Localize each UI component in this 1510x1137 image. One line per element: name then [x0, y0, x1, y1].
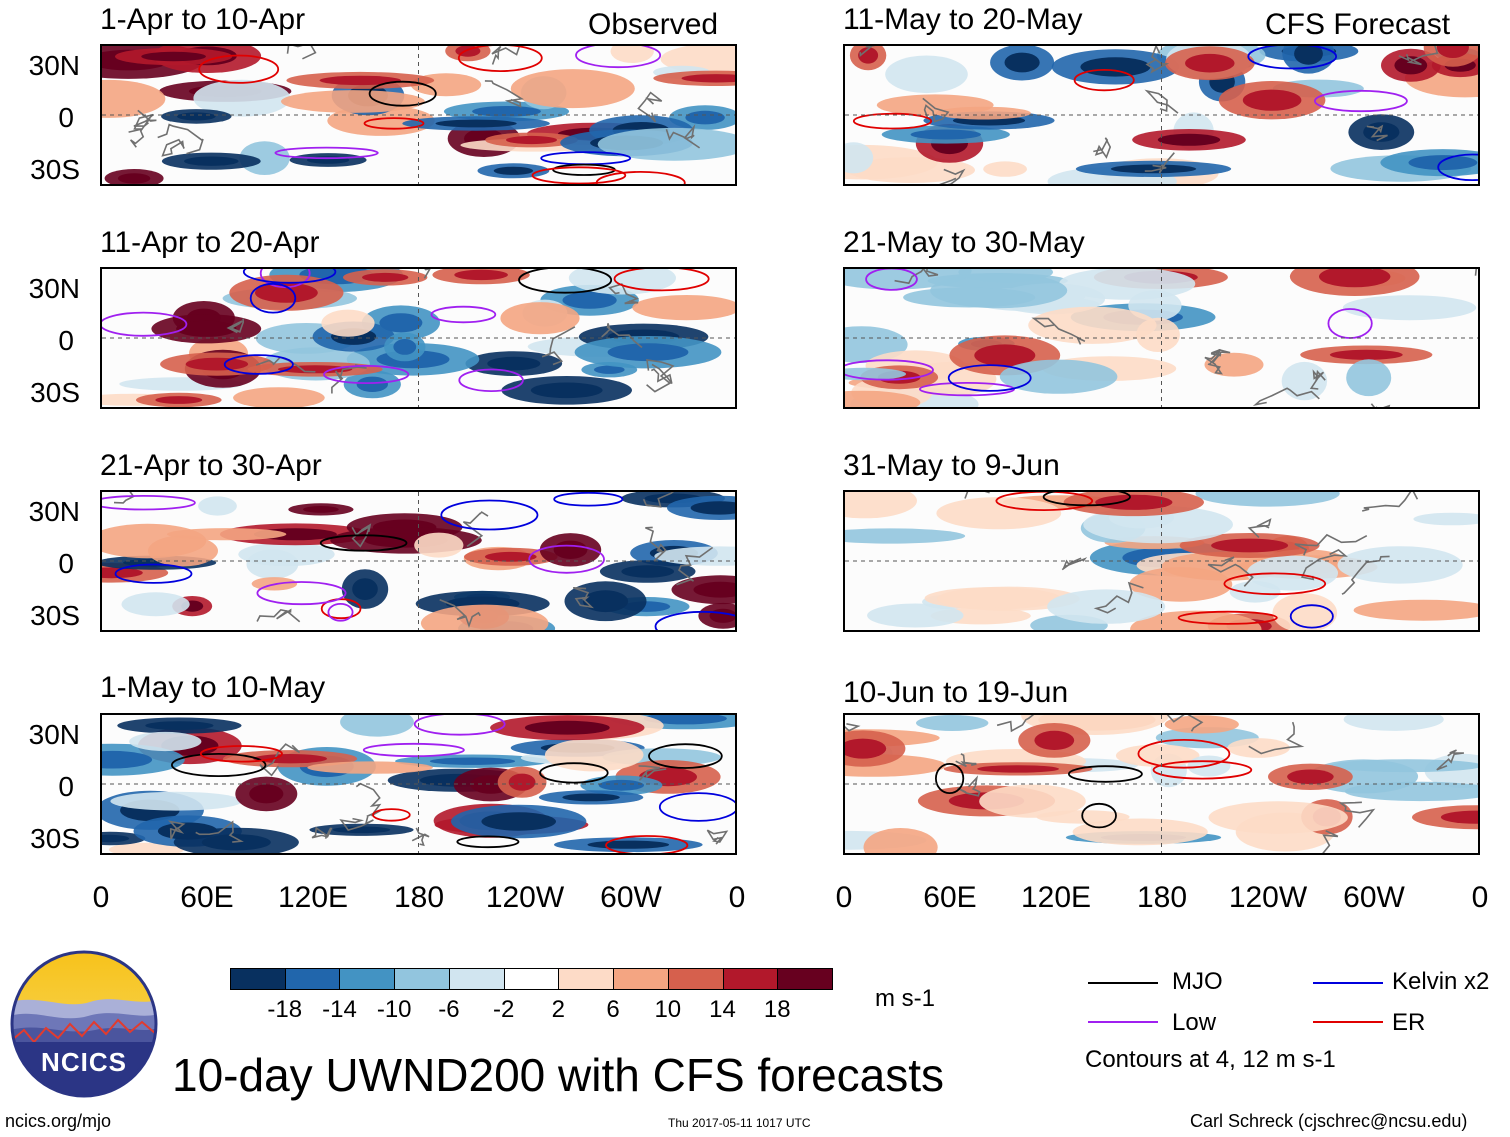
- map-field: [845, 492, 1478, 630]
- ncics-logo: [10, 950, 158, 1098]
- lat-label-30s: 30S: [30, 154, 80, 185]
- lon-label-0: 0: [92, 881, 110, 914]
- lon-label-180: 180: [1136, 881, 1188, 914]
- colorbar-swatch: [777, 968, 833, 990]
- colorbar-swatch: [339, 968, 396, 990]
- lon-label-120w: 120W: [1228, 881, 1308, 914]
- lon-label-120w: 120W: [485, 881, 565, 914]
- lat-label-30s: 30S: [30, 377, 80, 408]
- forecast-header: CFS Forecast: [1265, 8, 1451, 41]
- lon-label-0: 0: [835, 881, 853, 914]
- map-panel-7: [843, 490, 1480, 632]
- colorbar-swatch: [503, 968, 560, 990]
- map-field: [102, 715, 735, 853]
- lon-label-0: 0: [1471, 881, 1489, 914]
- map-field: [845, 269, 1478, 407]
- map-panel-4: [100, 713, 737, 855]
- logo-text: NCICS: [41, 1047, 127, 1077]
- panel-title-5: 11-May to 20-May: [843, 3, 1083, 36]
- colorbar-level-label: -6: [438, 996, 460, 1023]
- map-panel-6: [843, 267, 1480, 409]
- lat-label-30n: 30N: [28, 50, 80, 81]
- colorbar-swatch: [667, 968, 724, 990]
- figure-title: 10-day UWND200 with CFS forecasts: [172, 1049, 945, 1101]
- colorbar-level-label: -2: [492, 996, 515, 1023]
- map-field: [845, 46, 1478, 184]
- legend-mjo-line: [1088, 982, 1158, 984]
- lon-label-120e: 120E: [277, 881, 349, 914]
- legend-low-label: Low: [1172, 1009, 1217, 1036]
- legend-mjo-label: MJO: [1172, 968, 1223, 995]
- map-panel-2: [100, 267, 737, 409]
- footer-timestamp: Thu 2017-05-11 1017 UTC: [668, 1116, 811, 1130]
- observed-header: Observed: [588, 8, 719, 41]
- legend-er-label: ER: [1392, 1009, 1426, 1036]
- lat-label-30n: 30N: [28, 273, 80, 304]
- colorbar-swatch: [558, 968, 615, 990]
- colorbar: [230, 968, 833, 992]
- panel-title-3: 21-Apr to 30-Apr: [100, 449, 322, 482]
- panel-title-4: 1-May to 10-May: [100, 671, 326, 704]
- colorbar-level-label: 14: [709, 996, 736, 1023]
- footer-credit: Carl Schreck (cjschrec@ncsu.edu): [1190, 1111, 1468, 1131]
- legend-kelvin-label: Kelvin x2: [1392, 968, 1490, 995]
- lat-label-30s: 30S: [30, 600, 80, 631]
- panel-title-1: 1-Apr to 10-Apr: [100, 3, 306, 36]
- map-field: [102, 492, 735, 630]
- lat-label-30n: 30N: [28, 496, 80, 527]
- lon-label-180: 180: [393, 881, 445, 914]
- map-field: [102, 46, 735, 184]
- colorbar-swatch: [394, 968, 450, 990]
- colorbar-swatch: [448, 968, 505, 990]
- legend-note: Contours at 4, 12 m s-1: [1085, 1046, 1336, 1073]
- lat-label-30n: 30N: [28, 719, 80, 750]
- lat-label-30s: 30S: [30, 823, 80, 854]
- lat-label-eq: 0: [58, 102, 74, 133]
- legend-low-line: [1088, 1021, 1158, 1023]
- colorbar-swatch: [284, 968, 341, 990]
- lat-label-eq: 0: [58, 325, 74, 356]
- colorbar-swatch: [613, 968, 669, 990]
- lat-label-eq: 0: [58, 548, 74, 579]
- lon-label-60w: 60W: [1343, 881, 1405, 914]
- lon-label-60e: 60E: [180, 881, 234, 914]
- lat-label-eq: 0: [58, 771, 74, 802]
- colorbar-level-label: -10: [376, 996, 412, 1023]
- map-panel-3: [100, 490, 737, 632]
- map-panel-1: [100, 44, 737, 186]
- colorbar-level-label: 6: [606, 996, 620, 1023]
- map-panel-5: [843, 44, 1480, 186]
- colorbar-level-label: -18: [267, 996, 303, 1023]
- footer-url[interactable]: ncics.org/mjo: [5, 1111, 112, 1131]
- panel-title-7: 31-May to 9-Jun: [843, 449, 1060, 482]
- colorbar-level-label: 10: [654, 996, 682, 1023]
- legend-er-line: [1313, 1021, 1383, 1023]
- panel-title-6: 21-May to 30-May: [843, 226, 1085, 259]
- map-field: [845, 715, 1478, 853]
- map-field: [102, 269, 735, 407]
- map-panel-8: [843, 713, 1480, 855]
- lon-label-60w: 60W: [600, 881, 662, 914]
- panel-title-2: 11-Apr to 20-Apr: [100, 226, 320, 259]
- colorbar-level-label: 2: [551, 996, 566, 1023]
- colorbar-level-label: -14: [322, 996, 357, 1023]
- colorbar-level-label: 18: [763, 996, 791, 1023]
- lon-label-120e: 120E: [1020, 881, 1092, 914]
- colorbar-swatch: [230, 968, 286, 990]
- lon-label-0: 0: [728, 881, 746, 914]
- colorbar-swatch: [722, 968, 779, 990]
- legend-kelvin-line: [1313, 982, 1383, 984]
- panel-title-8: 10-Jun to 19-Jun: [843, 676, 1069, 709]
- colorbar-units: m s-1: [875, 985, 935, 1012]
- lon-label-60e: 60E: [923, 881, 977, 914]
